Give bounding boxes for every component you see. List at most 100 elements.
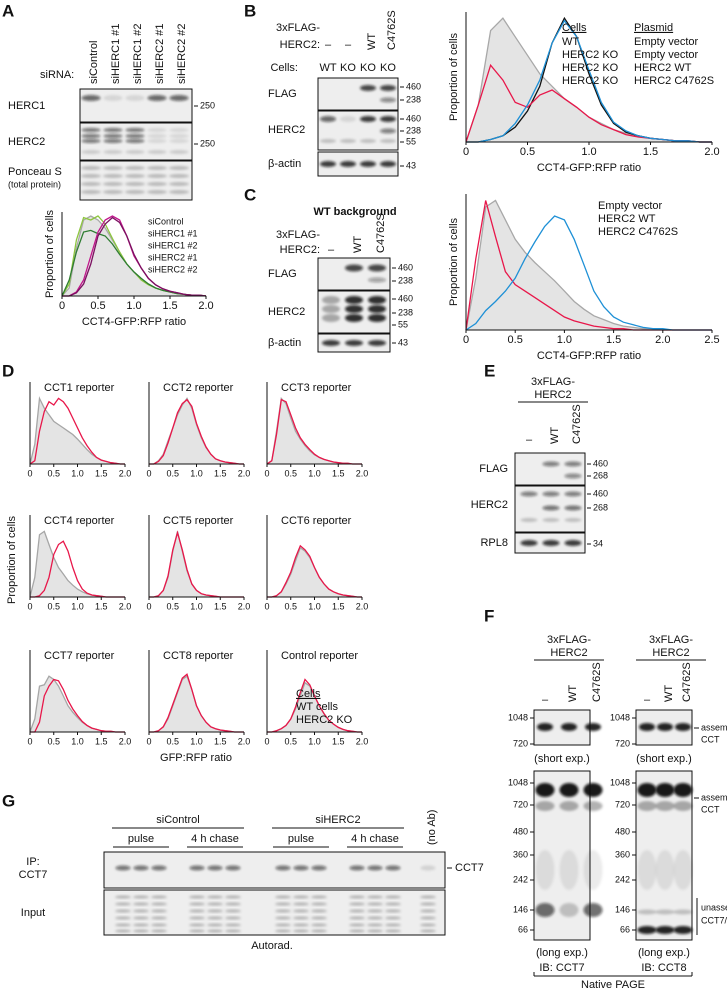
band-label: CCT — [701, 804, 720, 814]
band — [322, 314, 340, 322]
legend-entry: siControl — [148, 216, 184, 226]
marker-label: 238 — [406, 125, 421, 135]
x-tick-label: 0.5 — [47, 468, 60, 478]
band — [420, 909, 436, 913]
header: HERC2 — [652, 647, 689, 659]
row-label: IP: — [26, 856, 39, 868]
x-tick-label: 1.5 — [214, 601, 227, 611]
band — [655, 909, 675, 915]
band — [637, 801, 657, 811]
band — [125, 150, 145, 154]
legend-entry: HERC2 WT — [634, 62, 692, 74]
band — [125, 174, 145, 178]
band — [115, 895, 131, 899]
panel-letter: E — [484, 361, 495, 380]
x-tick-label: 1.0 — [190, 736, 203, 746]
x-tick-label: 0.5 — [90, 300, 105, 312]
series-line — [267, 544, 362, 598]
band — [349, 902, 365, 906]
area-fill — [149, 398, 244, 464]
series-line — [149, 673, 244, 733]
x-tick-label: 0.5 — [47, 736, 60, 746]
band — [207, 909, 223, 913]
x-tick-label: 2.0 — [198, 300, 213, 312]
band — [125, 128, 145, 132]
band — [81, 190, 101, 194]
band — [320, 116, 336, 122]
x-tick-label: 2.0 — [704, 146, 719, 158]
series-line — [62, 216, 207, 297]
band — [151, 902, 167, 906]
band — [345, 264, 363, 272]
band — [311, 902, 327, 906]
band — [637, 926, 657, 934]
band — [115, 902, 131, 906]
band — [103, 174, 123, 178]
band — [133, 865, 149, 871]
row-label: RPL8 — [480, 537, 508, 549]
band — [564, 473, 582, 479]
band — [147, 150, 167, 154]
x-tick-label: 0 — [27, 601, 32, 611]
marker-label: 146 — [615, 904, 630, 914]
marker-label: 268 — [593, 470, 608, 480]
band — [169, 150, 189, 154]
legend-header: Cells — [296, 688, 321, 700]
x-tick-label: 0 — [146, 468, 151, 478]
band — [535, 850, 555, 890]
cells-value: WT — [319, 62, 336, 74]
band — [349, 916, 365, 920]
x-tick-label: 0 — [264, 601, 269, 611]
band — [189, 909, 205, 913]
band — [275, 902, 291, 906]
band — [340, 139, 356, 143]
band — [103, 95, 123, 101]
header: HERC2 — [550, 647, 587, 659]
header: HERC2: — [280, 244, 320, 256]
lane-label: WT — [663, 685, 675, 702]
band — [225, 923, 241, 927]
x-axis-label: CCT4-GFP:RFP ratio — [537, 350, 641, 362]
band — [561, 723, 577, 731]
legend-entry: siHERC2 #1 — [148, 252, 198, 262]
group-label: siControl — [156, 814, 199, 826]
x-tick-label: 0 — [463, 146, 469, 158]
marker-label: 460 — [593, 488, 608, 498]
band — [189, 929, 205, 933]
band — [225, 902, 241, 906]
exposure-note: (short exp.) — [534, 753, 590, 765]
band — [385, 895, 401, 899]
x-tick-label: 1.5 — [95, 601, 108, 611]
legend-entry: HERC2 C4762S — [598, 226, 678, 238]
band — [385, 902, 401, 906]
marker-label: 268 — [593, 502, 608, 512]
marker-label: 43 — [406, 160, 416, 170]
band — [293, 916, 309, 920]
band — [133, 895, 149, 899]
blot — [514, 452, 586, 486]
marker-label: 720 — [615, 738, 630, 748]
band — [322, 305, 340, 313]
marker-label: 460 — [398, 293, 413, 303]
band — [275, 909, 291, 913]
band — [275, 895, 291, 899]
subgroup-label: pulse — [128, 833, 154, 845]
band — [367, 923, 383, 927]
band-label: assembled — [701, 792, 727, 802]
series-line — [149, 531, 244, 598]
band — [385, 865, 401, 871]
band — [103, 128, 123, 132]
cells-value: KO — [360, 62, 376, 74]
band — [311, 916, 327, 920]
panel-title: CCT1 reporter — [44, 382, 115, 394]
area-fill — [149, 676, 244, 732]
legend-header: Cells — [562, 22, 587, 34]
band — [639, 723, 655, 731]
marker-label: 720 — [513, 738, 528, 748]
band — [564, 461, 582, 467]
band — [125, 166, 145, 170]
legend-header: Plasmid — [634, 22, 673, 34]
band — [380, 116, 396, 122]
marker-label: 238 — [398, 275, 413, 285]
